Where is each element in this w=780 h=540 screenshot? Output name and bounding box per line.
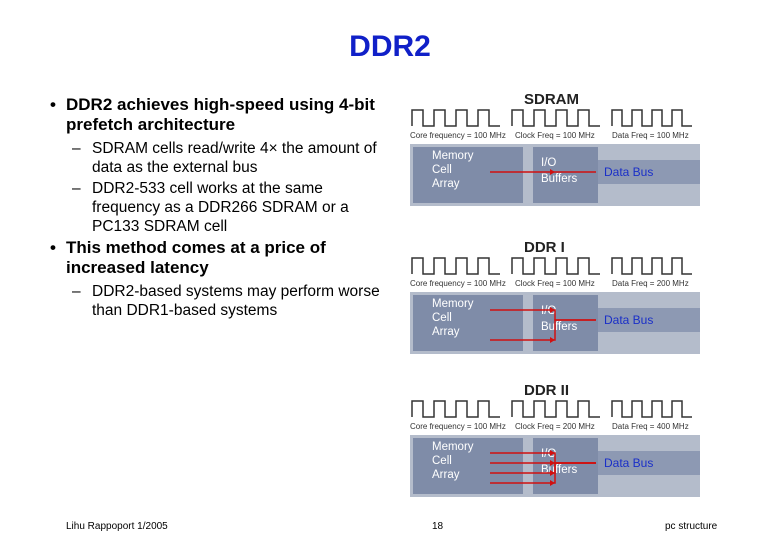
arrow-head [550,450,555,456]
frequency-label: Core frequency = 100 MHz [410,131,506,140]
bus-band [598,451,700,475]
clock-wave [511,109,600,127]
arrow-head [550,337,555,343]
frequency-label: Data Freq = 200 MHz [612,279,689,288]
io-label: I/O [541,157,556,169]
io-block [533,295,598,351]
memory-label: Cell [432,455,452,467]
bullet-list: DDR2 achieves high-speed using 4-bit pre… [50,95,390,322]
clock-wave [411,257,500,275]
memory-label: Cell [432,312,452,324]
memory-block [413,147,523,203]
page-number: 18 [432,521,444,532]
bus-label: Data Bus [604,165,653,179]
bus-band [598,308,700,332]
arrow-head [550,470,555,476]
sub-bullet: DDR2-based systems may perform worse tha… [50,282,382,320]
memory-block [413,295,523,351]
bus-band [598,160,700,184]
diagram-label: DDR II [524,382,569,399]
clock-wave [511,400,600,418]
memory-label: Array [432,326,460,338]
frequency-label: Clock Freq = 200 MHz [515,422,595,431]
memory-label: Cell [432,164,452,176]
frequency-label: Data Freq = 400 MHz [612,422,689,431]
clock-wave [411,400,500,418]
memory-label: Memory [432,441,474,453]
diagram-label: DDR I [524,239,565,256]
footer-left: Lihu Rappoport 1/2005 [66,521,168,532]
io-label: Buffers [541,321,577,333]
memory-label: Array [432,469,460,481]
arrow-head [550,169,555,175]
memory-block [413,438,523,494]
arrow-head [550,480,555,486]
data-wave [611,257,692,275]
io-label: I/O [541,448,556,460]
clock-wave [511,257,600,275]
sub-bullet: SDRAM cells read/write 4× the amount of … [50,139,382,177]
footer-right: pc structure [665,521,718,532]
io-block [533,438,598,494]
slide-title: DDR2 [349,30,431,63]
bullet: DDR2 achieves high-speed using 4-bit pre… [50,95,390,135]
frequency-label: Core frequency = 100 MHz [410,279,506,288]
data-wave [611,109,692,127]
io-label: I/O [541,305,556,317]
arrow [490,319,596,341]
arrow [490,462,596,484]
bus-label: Data Bus [604,313,653,327]
diagram-label: SDRAM [524,91,579,108]
sub-bullet: DDR2-533 cell works at the same frequenc… [50,179,382,236]
frequency-label: Clock Freq = 100 MHz [515,131,595,140]
bus-label: Data Bus [604,456,653,470]
frequency-label: Clock Freq = 100 MHz [515,279,595,288]
bullet: This method comes at a price of increase… [50,238,390,278]
io-block [533,147,598,203]
arrow-head [550,307,555,313]
io-label: Buffers [541,464,577,476]
io-label: Buffers [541,173,577,185]
memory-label: Array [432,178,460,190]
data-wave [611,400,692,418]
memory-label: Memory [432,298,474,310]
arrow-head [550,460,555,466]
frequency-label: Data Freq = 100 MHz [612,131,689,140]
memory-label: Memory [432,150,474,162]
clock-wave [411,109,500,127]
frequency-label: Core frequency = 100 MHz [410,422,506,431]
